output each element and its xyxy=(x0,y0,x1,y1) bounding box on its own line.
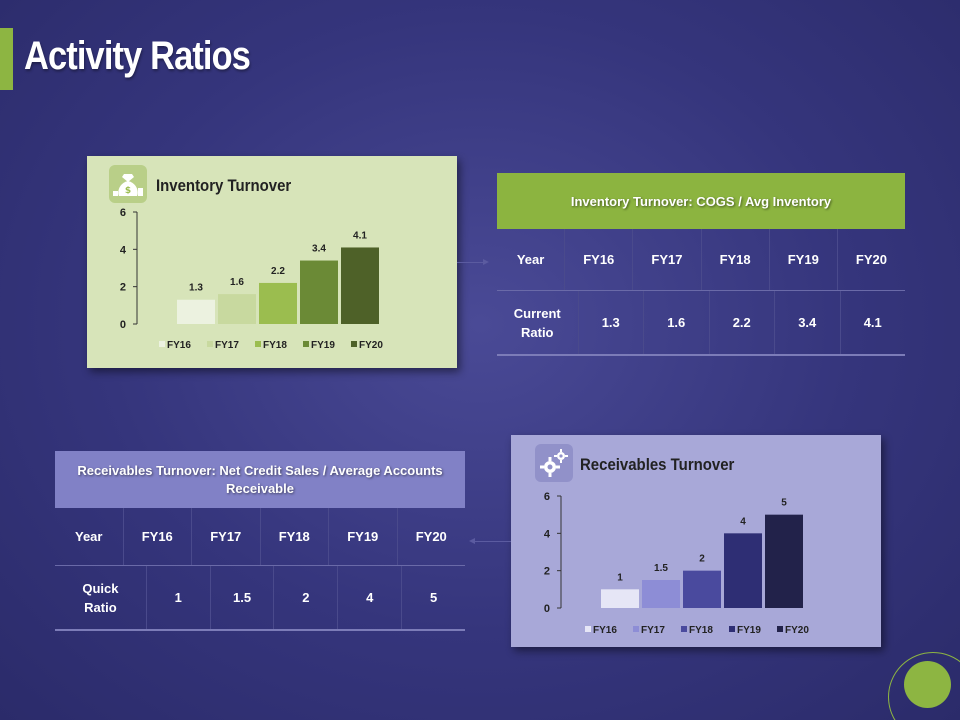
bar-fy20 xyxy=(765,514,803,608)
table-cell: Current Ratio xyxy=(497,291,579,354)
svg-text:$: $ xyxy=(125,186,131,196)
table-cell: Year xyxy=(497,229,566,290)
table-cell: FY19 xyxy=(770,229,838,290)
connector-arrow xyxy=(469,538,511,544)
bar-fy19 xyxy=(724,533,762,608)
table-cell: 1.5 xyxy=(211,566,275,629)
legend-swatch xyxy=(729,626,735,632)
legend-swatch xyxy=(681,626,687,632)
table-cell: 2 xyxy=(274,566,339,629)
data-label: 3.4 xyxy=(312,244,326,255)
data-label: 1 xyxy=(617,572,623,583)
receivables-table-header: Receivables Turnover: Net Credit Sales /… xyxy=(55,451,465,508)
table-cell: FY16 xyxy=(124,508,192,565)
inventory-ratio-table: Inventory Turnover: COGS / Avg Inventory… xyxy=(497,173,905,356)
bar-fy16 xyxy=(177,299,215,324)
bar-fy18 xyxy=(259,282,297,324)
y-tick-label: 4 xyxy=(120,244,127,256)
table-cell: FY19 xyxy=(329,508,398,565)
legend-swatch xyxy=(303,341,309,347)
receivables-turnover-card: Receivables Turnover 0 2 4 6 1 1.5 2 4 5 FY16 FY17… xyxy=(511,435,881,647)
data-label: 2.2 xyxy=(271,266,285,277)
bar-fy17 xyxy=(642,580,680,608)
bar-fy18 xyxy=(683,570,721,608)
legend-swatch xyxy=(207,341,213,347)
table-cell: 1 xyxy=(147,566,211,629)
page-title: Activity Ratios xyxy=(24,34,251,78)
legend-swatch xyxy=(351,341,357,347)
data-label: 1.5 xyxy=(654,563,668,574)
data-label: 4.1 xyxy=(353,230,367,241)
data-label: 1.6 xyxy=(230,277,244,288)
legend-swatch xyxy=(159,341,165,347)
decorative-ring xyxy=(888,652,960,720)
inventory-bar-chart: 0 2 4 6 1.3 1.6 2.2 3.4 4.1 FY16 FY17 FY18 FY19 FY20 xyxy=(120,207,383,351)
legend-label: FY20 xyxy=(359,340,383,351)
table-cell: 4.1 xyxy=(863,315,882,330)
y-tick-label: 2 xyxy=(544,566,550,578)
legend-label: FY19 xyxy=(311,340,335,351)
inventory-turnover-card: $ Inventory Turnover 0 2 4 6 1.3 1.6 2.2 3.4 4.1… xyxy=(87,156,457,368)
table-row: Quick Ratio 1 1.5 2 4 5 xyxy=(55,566,465,631)
bar-fy20 xyxy=(341,247,379,324)
legend-swatch xyxy=(777,626,783,632)
legend-label: FY16 xyxy=(167,340,191,351)
data-label: 5 xyxy=(781,498,787,509)
y-tick-label: 0 xyxy=(544,603,550,615)
receivables-bar-chart: 0 2 4 6 1 1.5 2 4 5 FY16 FY17 FY18 FY19 FY20 xyxy=(544,491,809,636)
data-label: 1.3 xyxy=(189,283,203,294)
legend-label: FY18 xyxy=(689,625,713,636)
receivables-ratio-table: Receivables Turnover: Net Credit Sales /… xyxy=(55,451,465,631)
bar-fy19 xyxy=(300,260,338,324)
legend-label: FY17 xyxy=(215,340,239,351)
table-cell: FY17 xyxy=(633,229,702,290)
receivables-chart-title: Receivables Turnover xyxy=(580,455,735,474)
y-tick-label: 6 xyxy=(544,491,550,503)
data-label: 2 xyxy=(699,554,705,565)
legend-label: FY18 xyxy=(263,340,287,351)
y-tick-label: 6 xyxy=(120,207,126,219)
inventory-table-header: Inventory Turnover: COGS / Avg Inventory xyxy=(497,173,905,229)
table-cell: FY18 xyxy=(261,508,329,565)
data-label: 4 xyxy=(740,516,746,527)
table-cell: FY17 xyxy=(192,508,261,565)
table-cell: FY20 xyxy=(415,529,447,544)
table-row: Year FY16 FY17 FY18 FY19 FY20 xyxy=(497,229,905,291)
table-cell: FY18 xyxy=(702,229,770,290)
table-cell: 4 xyxy=(338,566,403,629)
table-cell: 5 xyxy=(429,590,438,605)
y-tick-label: 0 xyxy=(120,319,126,331)
table-row: Current Ratio 1.3 1.6 2.2 3.4 4.1 xyxy=(497,291,905,356)
connector-arrow xyxy=(457,259,489,265)
bar-fy16 xyxy=(601,589,639,608)
legend-swatch xyxy=(255,341,261,347)
gears-icon xyxy=(535,444,573,482)
table-cell: Year xyxy=(55,508,124,565)
y-tick-label: 4 xyxy=(544,528,551,540)
title-accent-bar xyxy=(0,28,13,90)
legend-swatch xyxy=(633,626,639,632)
table-row: Year FY16 FY17 FY18 FY19 FY20 xyxy=(55,508,465,566)
table-cell: 1.3 xyxy=(579,291,644,354)
inventory-chart-title: Inventory Turnover xyxy=(156,176,292,195)
decorative-circle xyxy=(904,661,951,708)
legend-swatch xyxy=(585,626,591,632)
y-tick-label: 2 xyxy=(120,282,126,294)
table-cell: 2.2 xyxy=(710,291,775,354)
legend-label: FY17 xyxy=(641,625,665,636)
bar-fy17 xyxy=(218,294,256,324)
table-cell: Quick Ratio xyxy=(55,566,147,629)
money-bag-icon: $ xyxy=(109,165,147,203)
table-cell: 3.4 xyxy=(775,291,841,354)
legend-label: FY20 xyxy=(785,625,809,636)
legend-label: FY16 xyxy=(593,625,617,636)
legend-label: FY19 xyxy=(737,625,761,636)
table-cell: FY16 xyxy=(565,229,634,290)
table-cell: FY20 xyxy=(855,252,887,267)
table-cell: 1.6 xyxy=(644,291,710,354)
